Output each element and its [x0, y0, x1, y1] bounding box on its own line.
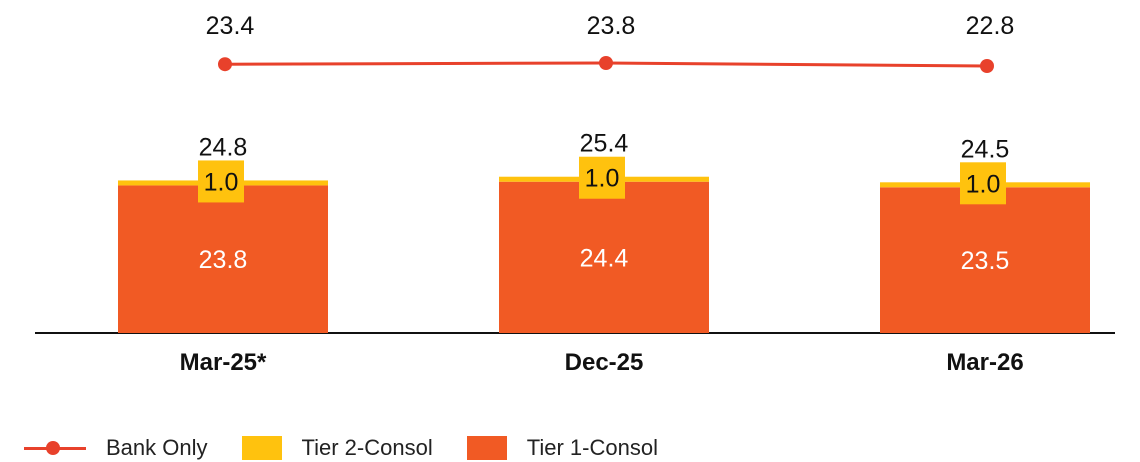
bar-tier1: [499, 181, 709, 333]
data-label-tier1: 23.5: [961, 247, 1010, 275]
data-label-tier2-box: [960, 162, 1006, 205]
data-label-total: 24.8: [199, 133, 248, 161]
chart-legend: Bank Only Tier 2-Consol Tier 1-Consol: [24, 434, 692, 462]
data-label-tier2: 1.0: [585, 165, 620, 193]
line-point-bank-only: [599, 56, 613, 70]
line-point-bank-only: [218, 57, 232, 72]
legend-swatch-tier2: [241, 436, 282, 460]
legend-label-tier2: Tier 2-Consol: [301, 435, 433, 460]
legend-line-marker-icon: [24, 438, 86, 458]
data-label-tier2: 1.0: [966, 170, 1001, 198]
x-tick-label: Mar-25*: [180, 349, 267, 376]
legend-item-tier2: Tier 2-Consol: [241, 435, 433, 461]
data-label-bank-only: 23.8: [587, 12, 636, 40]
legend-swatch-tier1: [466, 436, 507, 460]
bar-tier1: [880, 187, 1090, 333]
data-label-tier2-box: [579, 156, 625, 199]
bar-tier1: [118, 185, 328, 333]
data-label-tier2: 1.0: [204, 168, 239, 196]
data-label-bank-only: 22.8: [966, 12, 1015, 40]
data-label-tier1: 24.4: [580, 244, 629, 272]
legend-label-bank-only: Bank Only: [106, 435, 208, 460]
legend-item-bank-only: Bank Only: [24, 435, 208, 461]
data-label-bank-only: 23.4: [206, 12, 255, 40]
legend-item-tier1: Tier 1-Consol: [466, 435, 658, 461]
data-label-tier1: 23.8: [199, 246, 248, 274]
x-tick-label: Dec-25: [565, 349, 644, 376]
data-label-total: 25.4: [580, 130, 629, 158]
x-tick-label: Mar-26: [946, 349, 1023, 376]
data-label-total: 24.5: [961, 135, 1010, 163]
data-label-tier2-box: [198, 160, 244, 203]
line-point-bank-only: [980, 59, 994, 73]
legend-label-tier1: Tier 1-Consol: [526, 435, 658, 460]
